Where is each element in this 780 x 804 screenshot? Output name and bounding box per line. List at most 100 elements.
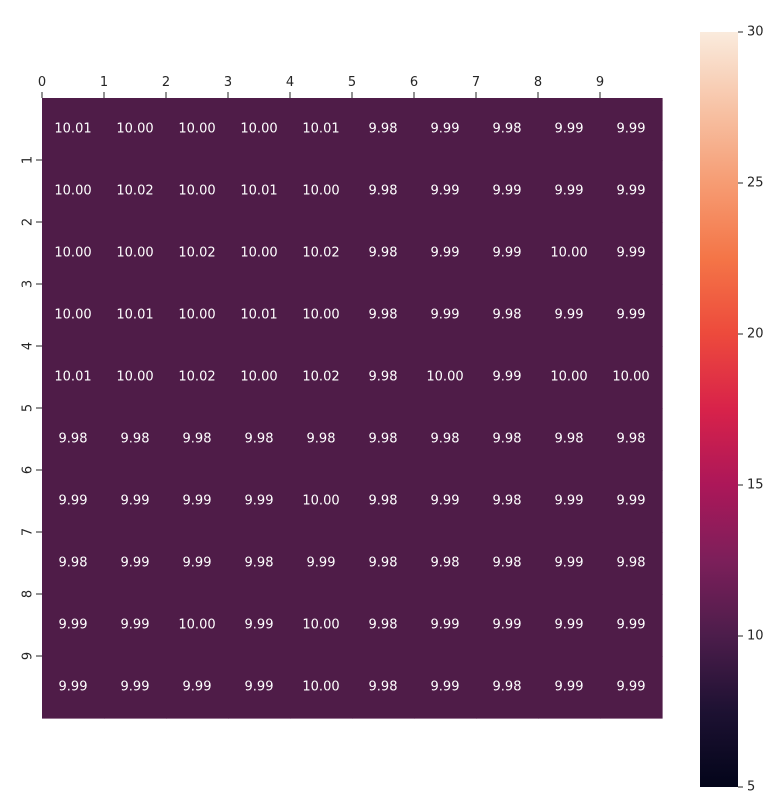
y-tick-label: 1 (21, 156, 36, 164)
colorbar-gradient (700, 32, 738, 787)
cell-label: 9.99 (617, 680, 646, 695)
colorbar-tick-label: 15 (747, 478, 764, 493)
cell-label: 10.00 (54, 184, 91, 199)
cell-label: 9.98 (183, 432, 212, 447)
cell-label: 9.99 (59, 494, 88, 509)
heatmap-cell (414, 656, 477, 719)
y-tick-label: 9 (21, 652, 36, 660)
heatmap-cell (104, 656, 167, 719)
cell-label: 10.01 (240, 184, 277, 199)
colorbar-tick-label: 20 (747, 327, 764, 342)
cell-label: 9.99 (59, 618, 88, 633)
x-tick-label: 1 (100, 75, 108, 90)
heatmap-cell (414, 98, 477, 161)
cell-label: 9.99 (245, 680, 274, 695)
cell-label: 9.99 (121, 556, 150, 571)
heatmap-cell (166, 470, 229, 533)
cell-label: 10.00 (240, 370, 277, 385)
heatmap-cell (538, 222, 601, 285)
heatmap-cell (166, 656, 229, 719)
heatmap-cell (476, 160, 539, 223)
heatmap-cell (42, 408, 105, 471)
heatmap-cell (228, 470, 291, 533)
cell-label: 10.00 (302, 680, 339, 695)
cell-label: 9.99 (493, 246, 522, 261)
heatmap-cell (166, 284, 229, 347)
cell-label: 9.98 (493, 680, 522, 695)
cell-label: 9.98 (431, 432, 460, 447)
cell-label: 10.01 (240, 308, 277, 323)
heatmap-cell (228, 594, 291, 657)
heatmap-cell (414, 346, 477, 409)
cell-label: 9.99 (183, 494, 212, 509)
heatmap-cell (600, 346, 663, 409)
cell-label: 9.99 (59, 680, 88, 695)
colorbar-tick-label: 10 (747, 629, 764, 644)
cell-label: 9.99 (431, 494, 460, 509)
heatmap-cell (104, 594, 167, 657)
heatmap-cell (228, 98, 291, 161)
heatmap-cell (290, 284, 353, 347)
cell-label: 9.98 (493, 494, 522, 509)
y-axis-left: 1 2 3 4 5 6 7 8 9 (21, 156, 42, 660)
cell-label: 9.98 (369, 370, 398, 385)
x-tick-label: 3 (224, 75, 232, 90)
heatmap-cell (290, 532, 353, 595)
cell-label: 9.98 (369, 556, 398, 571)
heatmap-cell (42, 532, 105, 595)
cell-label: 10.02 (178, 246, 215, 261)
heatmap-cell (290, 594, 353, 657)
cell-label: 9.99 (555, 184, 584, 199)
heatmap-cell (104, 532, 167, 595)
heatmap-cell (352, 98, 415, 161)
heatmap-cell (104, 98, 167, 161)
heatmap-cell (476, 222, 539, 285)
heatmap-cell (352, 346, 415, 409)
heatmap-cell (104, 222, 167, 285)
cell-label: 10.00 (550, 246, 587, 261)
heatmap-cell (228, 656, 291, 719)
heatmap-cell (352, 284, 415, 347)
cell-label: 10.02 (178, 370, 215, 385)
heatmap-cell (42, 160, 105, 223)
x-tick-label: 8 (534, 75, 542, 90)
heatmap-cell (352, 470, 415, 533)
heatmap-cell (166, 222, 229, 285)
heatmap-cell (600, 98, 663, 161)
heatmap-cell (290, 160, 353, 223)
heatmap-cell (290, 222, 353, 285)
cell-label: 9.99 (431, 618, 460, 633)
heatmap-cell (476, 346, 539, 409)
y-tick-label: 3 (21, 280, 36, 288)
cell-label: 9.99 (183, 680, 212, 695)
cell-label: 10.00 (178, 308, 215, 323)
heatmap-cell (600, 160, 663, 223)
x-tick-label: 7 (472, 75, 480, 90)
cell-label: 9.98 (369, 680, 398, 695)
heatmap-cell (538, 656, 601, 719)
heatmap-cell (352, 408, 415, 471)
heatmap-cell (104, 470, 167, 533)
heatmap-cell (538, 408, 601, 471)
heatmap-cell (352, 160, 415, 223)
heatmap-cell (538, 594, 601, 657)
cell-label: 9.98 (493, 122, 522, 137)
cell-label: 10.00 (612, 370, 649, 385)
cell-label: 10.00 (54, 246, 91, 261)
heatmap-cell (290, 98, 353, 161)
x-tick-label: 9 (596, 75, 604, 90)
cell-label: 9.98 (617, 556, 646, 571)
heatmap-cell (42, 656, 105, 719)
y-tick-label: 2 (21, 218, 36, 226)
heatmap-cell (104, 408, 167, 471)
cell-label: 10.00 (302, 494, 339, 509)
colorbar: 5 10 15 20 25 30 (700, 25, 764, 795)
heatmap-cell (290, 470, 353, 533)
heatmap-cell (42, 98, 105, 161)
heatmap-cell (600, 284, 663, 347)
cell-label: 9.98 (307, 432, 336, 447)
cell-label: 10.00 (240, 246, 277, 261)
x-tick-label: 0 (38, 75, 46, 90)
heatmap-cell (228, 532, 291, 595)
